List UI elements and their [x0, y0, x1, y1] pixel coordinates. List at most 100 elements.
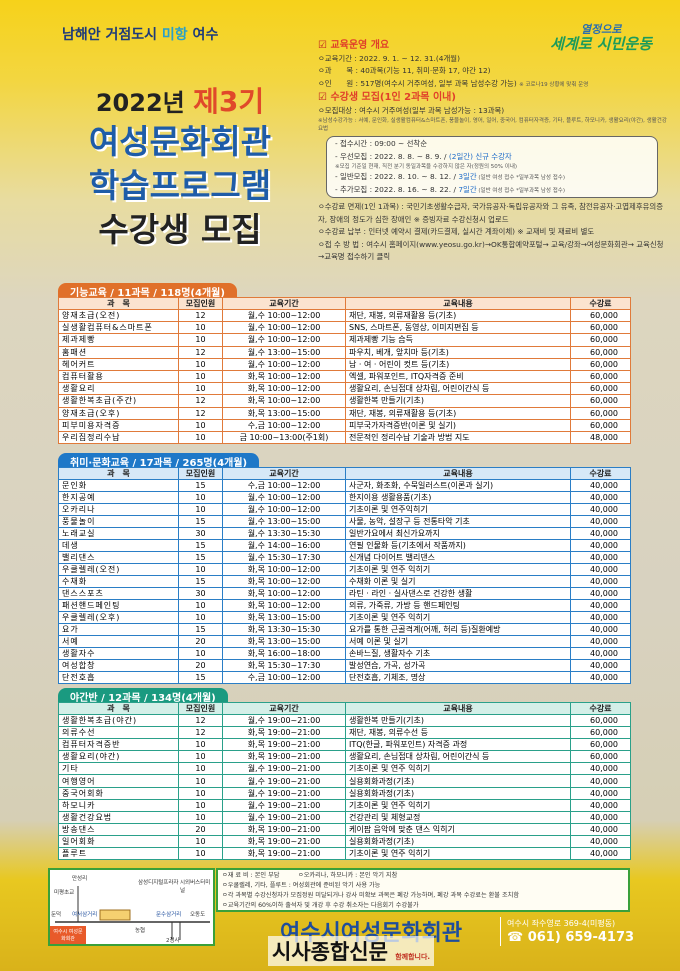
table-cell: 금 10:00~13:00(주1회) — [222, 430, 346, 445]
table-cell: 단전호흡 — [58, 671, 179, 684]
table-header-row: 과 목 모집인원 교육기간 교육내용 수강료 — [58, 702, 631, 715]
table-cell: 생활한복초급(야간) — [58, 713, 179, 728]
table-cell: 60,000 — [570, 418, 631, 432]
table-cell: 12 — [178, 713, 223, 728]
table-cell: 피부미용자격증 — [58, 418, 179, 432]
table-cell: 화,목 10:00~12:00 — [222, 394, 346, 408]
table-row: 여행영어 10 월,수 19:00~21:00 실용회화과정(기초) 40,000 — [58, 774, 631, 788]
table-cell: 헤어커트 — [58, 357, 179, 371]
table-cell: 문인화 — [58, 479, 179, 492]
table-cell: 40,000 — [570, 810, 631, 824]
table-cell: 생활요리 — [58, 382, 179, 396]
table-row: 컴퓨터자격증반 10 화,목 19:00~21:00 ITQ(한글, 파워포인트) 자… — [58, 738, 631, 752]
table-cell: 재단, 재봉, 의류재활용 등(기초) — [345, 308, 571, 323]
table-cell: 생활자수 — [58, 647, 179, 660]
table-cell: 60,000 — [570, 726, 631, 740]
table-cell: 패션핸드페인팅 — [58, 599, 179, 612]
table-cell: 사물, 농악, 설장구 등 전통타악 기초 — [345, 515, 571, 528]
table-cell: 월,수 19:00~21:00 — [222, 713, 346, 728]
table-row: 제과제빵 10 월,수 10:00~12:00 제과제빵 기능 습득 60,000 — [58, 333, 631, 347]
table-cell: 40,000 — [570, 527, 631, 540]
table-cell: 40,000 — [570, 671, 631, 684]
column-header: 교육내용 — [345, 467, 571, 480]
map-roads — [50, 886, 210, 944]
phone-number: ☎ 061) 659-4173 — [507, 930, 635, 945]
table-cell: 48,000 — [570, 430, 631, 445]
table-cell: 발성연습, 가곡, 성가곡 — [345, 659, 571, 672]
table-cell: 60,000 — [570, 345, 631, 359]
table-cell: 40,000 — [570, 623, 631, 636]
table-cell: 월,수 10:00~12:00 — [222, 333, 346, 347]
table-cell: 월,수 14:00~16:00 — [222, 539, 346, 552]
column-header: 교육내용 — [345, 297, 571, 310]
table-cell: 의류수선 — [58, 726, 179, 740]
table-cell: 60,000 — [570, 394, 631, 408]
table-cell: 화,목 19:00~21:00 — [222, 834, 346, 849]
table-row: 생활건강요법 10 월,수 19:00~21:00 건강관리 및 체형교정 40,000 — [58, 810, 631, 824]
table-cell: 10 — [178, 563, 223, 576]
info-panel: 교육운영 개요 ㅇ교육기간 : 2022. 9. 1. ~ 12. 31.(4개… — [318, 38, 668, 264]
table-cell: 우리집정리수납 — [58, 430, 179, 445]
city-slogan: 남해안 거점도시 미항 여수 — [62, 27, 219, 43]
table-cell: 60,000 — [570, 713, 631, 728]
table-cell: 생활요리(야간) — [58, 750, 179, 764]
table-cell: 20 — [178, 635, 223, 648]
table-cell: 풍물놀이 — [58, 515, 179, 528]
table-cell: 기초이론 및 연주 익히기 — [345, 762, 571, 776]
table-cell: 10 — [178, 738, 223, 752]
table-cell: 월,수 19:00~21:00 — [222, 786, 346, 800]
table-row: 생활한복초급(야간) 12 월,수 19:00~21:00 생활한복 만들기(기초) 6… — [58, 713, 631, 728]
table-cell: 12 — [178, 345, 223, 359]
table-cell: 화,목 13:00~15:00 — [222, 635, 346, 648]
table-row: 생활한복초급(주간) 12 화,목 10:00~12:00 생활한복 만들기(기초) 6… — [58, 394, 631, 408]
column-header: 교육기간 — [222, 297, 346, 310]
table-cell: 15 — [178, 515, 223, 528]
table-cell: 15 — [178, 539, 223, 552]
table-cell: 40,000 — [570, 786, 631, 800]
table-cell: 전문적인 정리수납 기술과 방법 지도 — [345, 430, 571, 445]
table-cell: 양재초급(오후) — [58, 406, 179, 420]
table-cell: 화,목 10:00~12:00 — [222, 575, 346, 588]
table-cell: 15 — [178, 671, 223, 684]
table-cell: 파우치, 베개, 앞치마 등(기초) — [345, 345, 571, 359]
table-cell: 월,수 13:00~15:00 — [222, 345, 346, 359]
table-cell: 40,000 — [570, 611, 631, 624]
table-cell: 40,000 — [570, 762, 631, 776]
table-cell: 한지이용 생활용품(기초) — [345, 491, 571, 504]
table-header-row: 과 목 모집인원 교육기간 교육내용 수강료 — [58, 467, 631, 480]
table-cell: 데생 — [58, 539, 179, 552]
course-table: 과 목 모집인원 교육기간 교육내용 수강료 생활한복초급(야간) 12 월,수 19:00~… — [58, 702, 631, 861]
table-cell: 월,수 19:00~21:00 — [222, 774, 346, 788]
table-row: 양재초급(오후) 12 화,목 13:00~15:00 재단, 재봉, 의류재활용 등… — [58, 406, 631, 420]
table-cell: 60,000 — [570, 406, 631, 420]
table-row: 헤어커트 10 월,수 10:00~12:00 남 · 여 · 어린이 컷트 등(기초… — [58, 357, 631, 371]
table-cell: 40,000 — [570, 659, 631, 672]
table-cell: 화,목 13:00~15:00 — [222, 611, 346, 624]
table-cell: 생활한복 만들기(기초) — [345, 394, 571, 408]
table-cell: 일어회화 — [58, 834, 179, 849]
table-cell: 12 — [178, 394, 223, 408]
table-cell: 수,금 10:00~12:00 — [222, 479, 346, 492]
table-cell: 40,000 — [570, 822, 631, 836]
table-cell: 일반가요에서 최신가요까지 — [345, 527, 571, 540]
table-cell: 월,수 10:00~12:00 — [222, 491, 346, 504]
table-cell: 40,000 — [570, 587, 631, 600]
column-header: 수강료 — [570, 297, 631, 310]
table-cell: 10 — [178, 321, 223, 335]
table-cell: 40,000 — [570, 798, 631, 812]
table-cell: 피부국가자격증반(이론 및 실기) — [345, 418, 571, 432]
table-cell: 제과제빵 — [58, 333, 179, 347]
table-row: 밸리댄스 15 월,수 15:30~17:30 신개념 다이어트 밸리댄스 40,000 — [58, 551, 631, 564]
table-cell: 컴퓨터자격증반 — [58, 738, 179, 752]
table-cell: 하모니카 — [58, 798, 179, 812]
table-row: 플루트 10 화,목 19:00~21:00 기초이론 및 연주 익히기 40,000 — [58, 847, 631, 861]
table-row: 피부미용자격증 10 수,금 10:00~12:00 피부국가자격증반(이론 및 실기… — [58, 418, 631, 432]
table-row: 댄스스포츠 30 화,목 10:00~12:00 라틴 · 라인 · 실사댄스로 건강… — [58, 587, 631, 600]
contact-info: 여수시 좌수영로 369-4(미평동) ☎ 061) 659-4173 — [500, 917, 634, 946]
location-map: 미평초교 만성리 삼성디지털프라자 시외버스터미널 둔덕 여서삼거리 문수삼거리… — [48, 868, 215, 946]
table-cell: 댄스스포츠 — [58, 587, 179, 600]
course-table: 과 목 모집인원 교육기간 교육내용 수강료 문인화 15 수,금 10:00~12:00 사군… — [58, 467, 631, 684]
table-cell: 화,목 13:30~15:30 — [222, 623, 346, 636]
table-cell: 40,000 — [570, 479, 631, 492]
table-cell: 엑셀, 파워포인트, ITQ자격증 준비 — [345, 369, 571, 384]
